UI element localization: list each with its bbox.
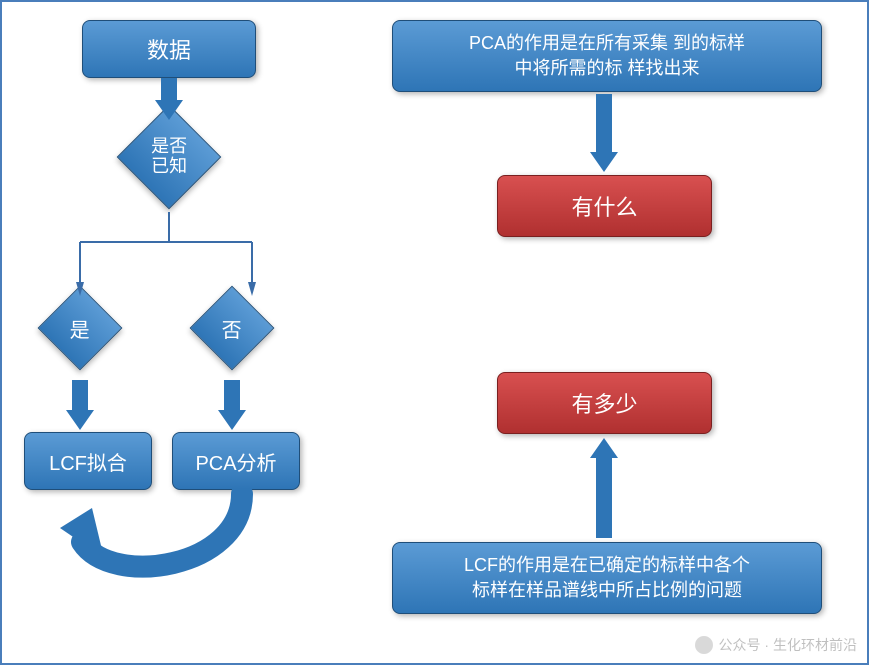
flowchart-canvas: 数据 是否 已知 是 否 LCF拟合 PCA分析 PCA的作用是在所有采集 到的… <box>0 0 869 665</box>
node-pca: PCA分析 <box>172 432 300 490</box>
node-have-much-label: 有多少 <box>571 387 637 419</box>
node-pca-desc-label: PCA的作用是在所有采集 到的标样 中将所需的标 样找出来 <box>469 31 745 81</box>
node-have-much: 有多少 <box>497 372 712 434</box>
node-pca-desc: PCA的作用是在所有采集 到的标样 中将所需的标 样找出来 <box>392 20 822 92</box>
node-yes-label: 是 <box>70 314 90 343</box>
node-pca-label: PCA分析 <box>195 447 276 476</box>
node-known: 是否 已知 <box>117 105 222 210</box>
arrow-lcfdesc-to-havemuch <box>590 438 618 538</box>
node-lcf-label: LCF拟合 <box>49 447 127 476</box>
node-lcf-desc-label: LCF的作用是在已确定的标样中各个 标样在样品谱线中所占比例的问题 <box>464 553 750 603</box>
node-lcf-desc: LCF的作用是在已确定的标样中各个 标样在样品谱线中所占比例的问题 <box>392 542 822 614</box>
arrow-no-to-pca <box>218 380 246 430</box>
node-lcf: LCF拟合 <box>24 432 152 490</box>
node-data-label: 数据 <box>147 33 191 65</box>
watermark-text: 公众号 · 生化环材前沿 <box>719 635 857 655</box>
wechat-icon <box>695 636 713 654</box>
node-known-label: 是否 已知 <box>151 137 187 177</box>
arrow-yes-to-lcf <box>66 380 94 430</box>
node-no-label: 否 <box>222 314 242 343</box>
arrow-data-to-known <box>155 78 183 120</box>
arrow-pcadesc-to-havewhat <box>590 94 618 172</box>
curve-pca-to-lcf <box>42 488 282 598</box>
node-have-what-label: 有什么 <box>571 190 637 222</box>
node-have-what: 有什么 <box>497 175 712 237</box>
node-data: 数据 <box>82 20 256 78</box>
branch-connector <box>62 212 262 302</box>
watermark: 公众号 · 生化环材前沿 <box>695 635 857 655</box>
